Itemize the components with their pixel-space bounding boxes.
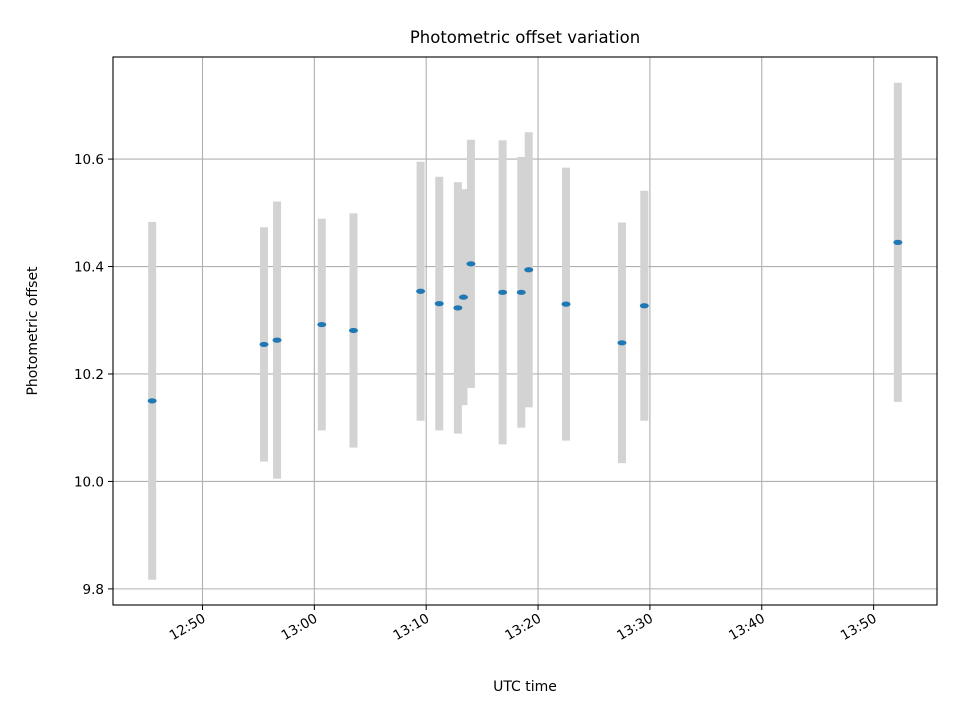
y-tick-label: 10.6 (74, 152, 104, 168)
data-point (498, 289, 508, 295)
data-points (147, 239, 903, 404)
data-point (272, 337, 282, 343)
data-point (516, 289, 526, 295)
y-tick-label: 9.8 (83, 582, 104, 598)
data-point (147, 398, 157, 404)
y-tick-label: 10.4 (74, 260, 104, 276)
data-point (639, 303, 649, 309)
chart-title: Photometric offset variation (410, 28, 640, 47)
y-tick-label: 10.2 (74, 367, 104, 383)
data-point (453, 305, 463, 311)
data-point (259, 341, 269, 348)
y-axis: 9.8 10.0 10.2 10.4 10.6 (74, 152, 113, 598)
data-point (317, 321, 327, 328)
data-point (466, 261, 476, 267)
data-point (561, 301, 571, 307)
plot-frame (112, 56, 938, 606)
data-point (893, 239, 903, 245)
data-point (348, 327, 358, 334)
data-point (458, 294, 468, 300)
data-point (434, 301, 444, 307)
data-point (617, 340, 627, 346)
data-point (416, 288, 426, 294)
data-point (524, 267, 534, 273)
y-axis-label: Photometric offset (25, 266, 41, 396)
x-axis-label: UTC time (493, 679, 557, 695)
y-tick-label: 10.0 (74, 474, 104, 490)
